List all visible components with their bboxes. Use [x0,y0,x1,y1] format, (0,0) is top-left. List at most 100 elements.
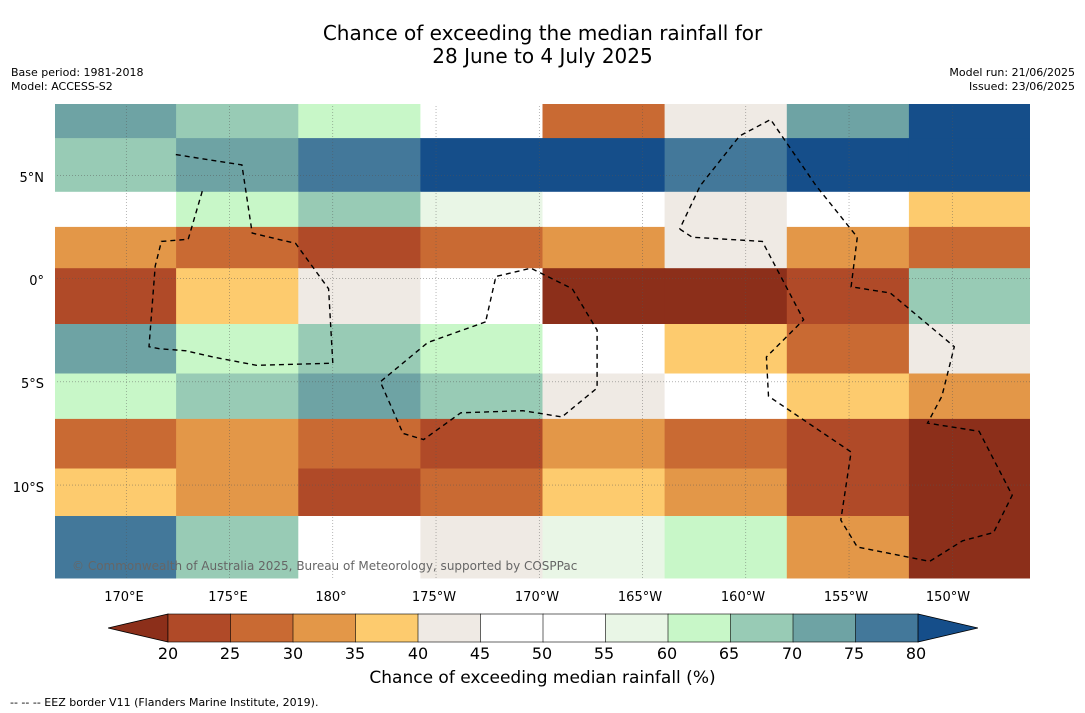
probability-cell [664,516,788,579]
colorbar-segment [667,613,732,643]
eez-footnote: -- -- -- EEZ border V11 (Flanders Marine… [10,696,319,709]
colorbar-tick: 75 [843,644,865,663]
map-title: Chance of exceeding the median rainfall … [0,22,1085,68]
probability-cell [664,418,788,470]
probability-cell [786,103,910,139]
colorbar-segment [730,613,794,643]
probability-cell [664,268,788,325]
colorbar-segment [855,613,919,643]
colorbar-tick: 25 [219,644,241,663]
probability-cell [298,418,421,470]
probability-cell [786,268,910,325]
colorbar-segment [355,613,419,643]
probability-cell [298,516,421,579]
colorbar [108,613,978,643]
probability-cell [420,516,544,579]
probability-cell [176,324,299,375]
probability-cell [420,268,544,325]
probability-cell [786,418,910,470]
lon-label-160w: 160°W [720,590,766,605]
probability-cell [420,324,544,375]
probability-cell [298,468,421,517]
colorbar-tick: 20 [157,644,179,663]
probability-cell [420,418,544,470]
rainfall-map [54,103,1031,581]
colorbar-high-extension [917,613,978,643]
colorbar-tick: 65 [718,644,740,663]
probability-cell [298,373,421,420]
probability-cell [54,191,177,228]
probability-cell [176,191,299,228]
colorbar-tick: 45 [469,644,491,663]
probability-cell [908,138,1031,193]
colorbar-segment [167,613,232,643]
probability-cell [908,468,1031,517]
probability-cell [542,418,666,470]
colorbar-tick: 60 [656,644,678,663]
probability-cell [176,516,299,579]
probability-cell [542,516,666,579]
title-line-1: Chance of exceeding the median rainfall … [322,21,763,45]
probability-cell [542,191,666,228]
probability-cell [908,103,1031,139]
probability-cell [298,268,421,325]
probability-cell [298,226,421,269]
probability-cell [664,191,788,228]
colorbar-title: Chance of exceeding median rainfall (%) [369,668,716,688]
probability-cell [786,516,910,579]
probability-cell [176,268,299,325]
probability-cell [542,268,666,325]
probability-cell [298,324,421,375]
map-frame [54,103,1031,581]
probability-cell [420,138,544,193]
colorbar-tick: 30 [282,644,304,663]
probability-cell [786,191,910,228]
base-period: Base period: 1981-2018 [11,66,144,79]
probability-cell [54,373,177,420]
eez-border [148,153,334,367]
probability-cell [54,138,177,193]
lon-label-170w: 170°W [514,590,560,605]
probability-cell [420,191,544,228]
model-name: Model: ACCESS-S2 [11,80,113,93]
probability-cell [542,103,666,139]
probability-cell [908,516,1031,579]
probability-cell [298,191,421,228]
probability-cell [54,468,177,517]
meta-right: Model run: 21/06/2025 Issued: 23/06/2025 [949,66,1075,94]
probability-cell [176,468,299,517]
probability-cell [420,226,544,269]
probability-cell [908,191,1031,228]
probability-cell [542,138,666,193]
colorbar-segment [792,613,857,643]
colorbar-segment [480,613,544,643]
probability-cell [664,226,788,269]
probability-cell [176,373,299,420]
lat-label-5n: 5°N [19,171,45,186]
colorbar-tick: 55 [593,644,615,663]
issued-date: Issued: 23/06/2025 [968,80,1075,93]
lon-label-165w: 165°W [617,590,663,605]
colorbar-low-extension [108,613,169,643]
probability-cell [542,373,666,420]
probability-cell [664,324,788,375]
probability-cell [786,226,910,269]
probability-cell [786,373,910,420]
probability-cell [664,138,788,193]
colorbar-tick: 70 [781,644,803,663]
copyright-notice: © Commonwealth of Australia 2025, Bureau… [72,559,578,573]
colorbar-segment [292,613,357,643]
colorbar-tick: 50 [531,644,553,663]
probability-cell [54,324,177,375]
probability-cell [420,468,544,517]
lat-label-10s: 10°S [12,481,44,496]
probability-cell [54,516,177,579]
probability-cell [908,324,1031,375]
probability-cell [542,324,666,375]
probability-cell [542,468,666,517]
lon-label-180: 180° [315,590,347,605]
colorbar-segment [605,613,669,643]
meta-left: Base period: 1981-2018 Model: ACCESS-S2 [11,66,143,94]
lon-label-150w: 150°W [925,590,971,605]
probability-cell [542,226,666,269]
